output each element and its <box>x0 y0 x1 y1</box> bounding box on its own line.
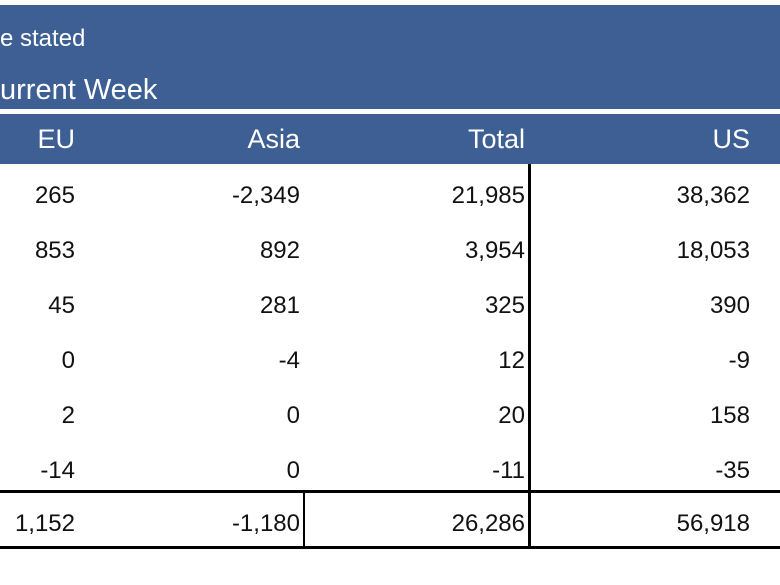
total-us: 56,918 <box>676 510 750 537</box>
cell-total: 12 <box>498 347 525 374</box>
cell-total: 21,985 <box>451 182 525 209</box>
table-row: 2 0 20 158 <box>0 388 780 443</box>
table-bottom-rule <box>0 546 780 549</box>
cell-asia: 281 <box>259 292 300 319</box>
cell-total: 3,954 <box>464 237 525 264</box>
table-row: 45 281 325 390 <box>0 278 780 333</box>
cell-us: -35 <box>715 457 750 484</box>
cell-eu: -14 <box>40 457 75 484</box>
cell-eu: 0 <box>61 347 75 374</box>
total-asia: -1,180 <box>231 510 300 537</box>
cell-total: -11 <box>492 457 525 484</box>
column-header-row: EU Asia Total US <box>0 114 780 164</box>
table-row: 265 -2,349 21,985 38,362 <box>0 168 780 223</box>
column-header-total: Total <box>467 124 525 154</box>
table-row: 853 892 3,954 18,053 <box>0 223 780 278</box>
cell-asia: 0 <box>286 457 300 484</box>
cell-asia: 892 <box>259 237 300 264</box>
cell-asia: -4 <box>278 347 300 374</box>
column-divider <box>303 493 305 546</box>
total-eu: 1,152 <box>14 510 75 537</box>
cell-eu: 2 <box>61 402 75 429</box>
column-divider <box>528 164 531 546</box>
cell-asia: 0 <box>286 402 300 429</box>
totals-row: 1,152 -1,180 26,286 56,918 <box>0 496 780 551</box>
table-row: -14 0 -11 -35 <box>0 443 780 498</box>
table-row: 0 -4 12 -9 <box>0 333 780 388</box>
cell-us: -9 <box>728 347 750 374</box>
cell-eu: 265 <box>34 182 75 209</box>
column-header-us: US <box>712 124 750 154</box>
cell-us: 390 <box>709 292 750 319</box>
cell-asia: -2,349 <box>231 182 300 209</box>
column-header-asia: Asia <box>247 124 300 154</box>
table-title-banner: e stated urrent Week <box>0 5 780 109</box>
cell-us: 18,053 <box>676 237 750 264</box>
cell-us: 158 <box>709 402 750 429</box>
units-note: e stated <box>0 25 86 52</box>
cell-eu: 853 <box>34 237 75 264</box>
cell-total: 325 <box>484 292 525 319</box>
cell-us: 38,362 <box>676 182 750 209</box>
cell-total: 20 <box>498 402 525 429</box>
column-header-eu: EU <box>37 124 75 154</box>
total-total: 26,286 <box>451 510 525 537</box>
totals-top-rule <box>0 490 780 493</box>
period-title: urrent Week <box>0 74 158 106</box>
cell-eu: 45 <box>48 292 75 319</box>
